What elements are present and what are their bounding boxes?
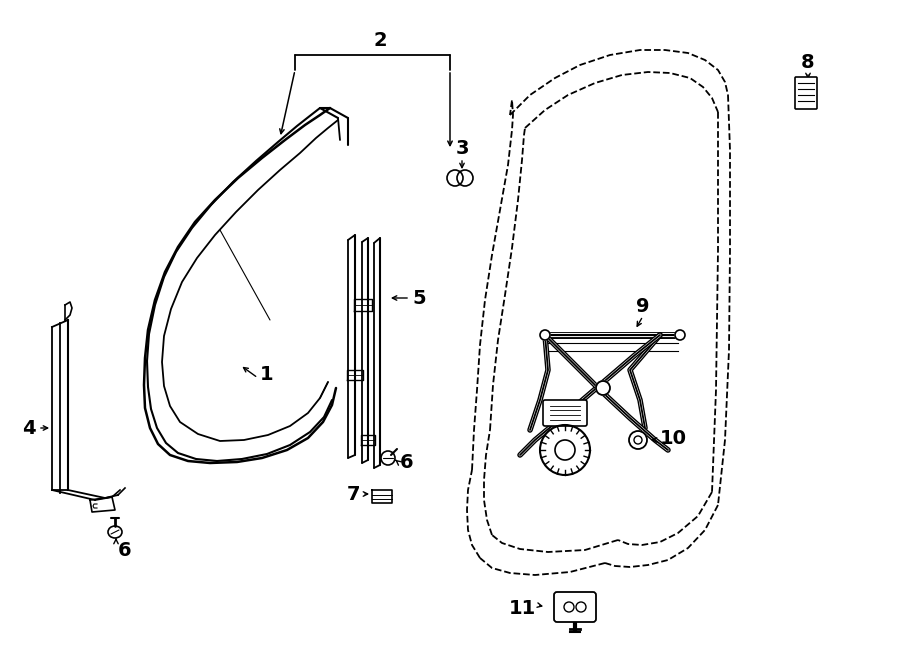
FancyBboxPatch shape <box>554 592 596 622</box>
Circle shape <box>555 440 575 460</box>
Text: 6: 6 <box>118 541 131 559</box>
Text: 4: 4 <box>22 418 36 438</box>
FancyBboxPatch shape <box>543 400 587 426</box>
FancyBboxPatch shape <box>795 77 817 109</box>
Text: 9: 9 <box>636 297 650 315</box>
Circle shape <box>629 431 647 449</box>
Circle shape <box>540 330 550 340</box>
Text: 5: 5 <box>412 288 426 307</box>
Circle shape <box>540 425 590 475</box>
Circle shape <box>596 381 610 395</box>
Text: 11: 11 <box>508 598 536 617</box>
Text: 10: 10 <box>660 428 687 447</box>
Text: 6: 6 <box>400 453 414 471</box>
Text: 3: 3 <box>455 139 469 157</box>
Text: 1: 1 <box>260 366 274 385</box>
Text: 8: 8 <box>801 52 814 71</box>
Text: 7: 7 <box>346 485 360 504</box>
Circle shape <box>675 330 685 340</box>
Text: 2: 2 <box>374 30 387 50</box>
